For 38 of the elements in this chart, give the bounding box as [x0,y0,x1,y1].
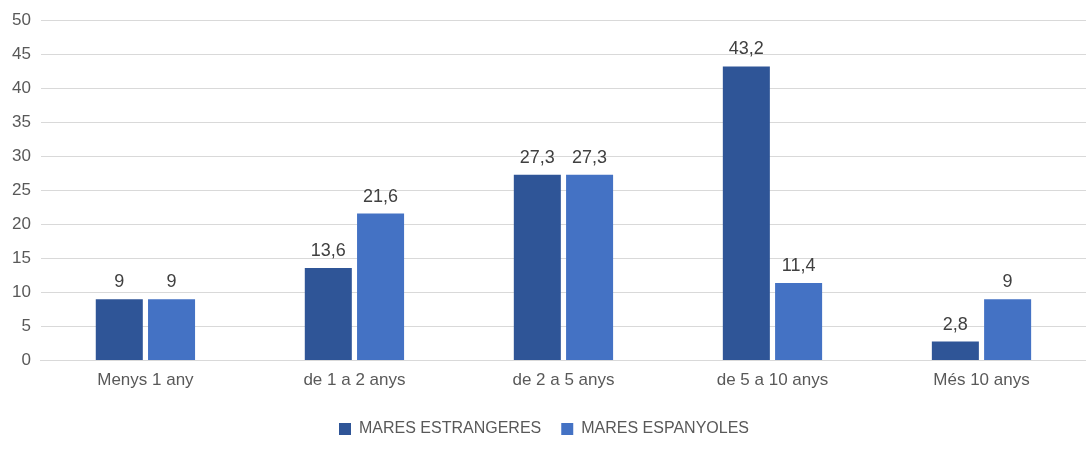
bar [357,213,405,361]
data-label: 9 [1002,271,1013,292]
y-tick-label: 20 [11,214,31,234]
bar [722,66,770,361]
y-tick-label: 25 [11,180,31,200]
legend-label: MARES ESPANYOLES [581,419,750,437]
y-tick-label: 45 [11,43,31,63]
y-tick-label: 15 [11,248,31,268]
data-label: 21,6 [363,185,399,206]
y-tick-label: 0 [21,350,31,370]
bar [304,268,352,361]
y-tick-label: 30 [11,146,31,166]
data-label: 2,8 [942,313,968,334]
data-label: 27,3 [519,146,555,167]
data-label: 27,3 [572,146,608,167]
bar [148,299,196,361]
bar [984,299,1032,361]
y-tick-label: 5 [21,316,31,336]
data-label: 13,6 [310,239,346,260]
bar [566,174,614,361]
data-label: 9 [166,271,177,292]
bar [513,174,561,361]
bar [775,282,823,361]
y-tick-label: 40 [11,77,31,97]
y-tick-label: 10 [11,282,31,302]
x-tick-label: de 1 a 2 anys [303,370,406,390]
x-tick-label: de 5 a 10 anys [716,370,829,390]
y-tick-label: 35 [11,112,31,132]
x-tick-label: Més 10 anys [933,370,1030,390]
data-label: 11,4 [781,254,816,275]
data-label: 43,2 [728,38,764,59]
data-label: 9 [114,271,125,292]
bar [931,341,979,361]
x-tick-label: de 2 a 5 anys [512,370,615,390]
bar [95,299,143,361]
y-tick-label: 50 [11,9,31,29]
x-tick-label: Menys 1 any [97,370,195,390]
legend-label: MARES ESTRANGERES [358,419,542,437]
